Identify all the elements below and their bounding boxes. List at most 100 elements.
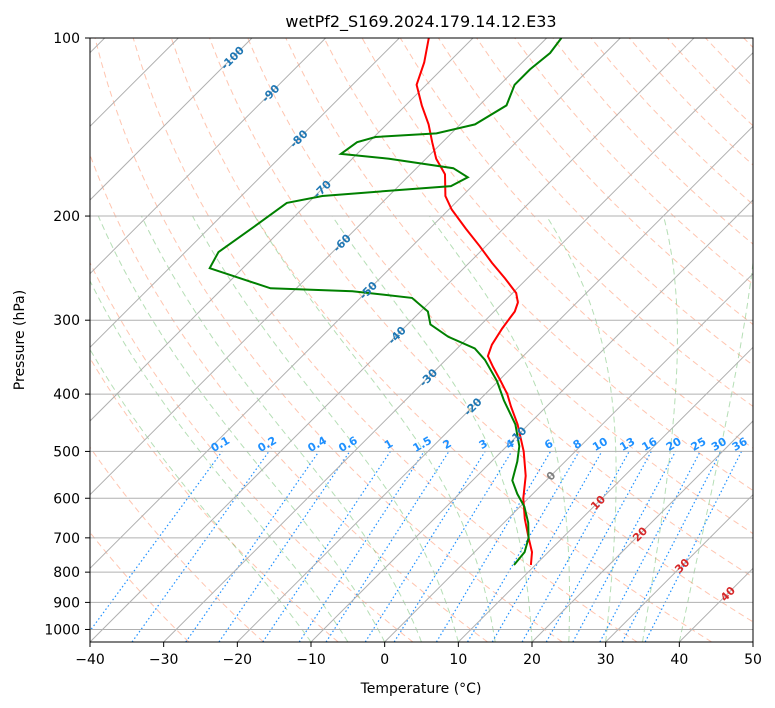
mixing-ratio-line [393, 451, 513, 642]
dry-adiabat [285, 38, 753, 535]
line-labels: 0.1 0.2 0.4 0.6 1 1.5 2 3 4 6 8 10 13 16 20 25 30 36-100-… [209, 44, 750, 605]
y-tick-label: 900 [53, 595, 80, 611]
isotherm-line [310, 199, 753, 642]
moist-adiabat [192, 215, 459, 642]
moist-adiabat [546, 215, 617, 642]
x-axis-label: Temperature (°C) [360, 681, 482, 697]
dry-adiabat [90, 153, 488, 642]
isotherm-line [678, 567, 753, 642]
y-tick-label: 300 [53, 313, 80, 329]
x-tick-label: 0 [380, 652, 389, 668]
isotherm-line [90, 38, 548, 496]
mixing-ratio-line [572, 451, 677, 642]
x-tick-label: 20 [523, 652, 541, 668]
mixing-ratio-line [262, 451, 391, 642]
y-tick-label: 600 [53, 491, 80, 507]
mixing-ratio-label: 2 [441, 437, 454, 452]
moist-adiabats [90, 215, 753, 642]
moist-adiabat [429, 215, 570, 642]
mixing-ratio-lines [90, 451, 743, 642]
mixing-ratio-line [90, 451, 223, 632]
mixing-ratio-line [491, 451, 603, 642]
isotherm-line [457, 346, 753, 642]
plot-area [90, 38, 753, 642]
mixing-ratio-line [545, 451, 652, 642]
dry-adiabat [437, 38, 753, 366]
isotherm-line [90, 38, 400, 349]
mixing-ratio-label: 6 [542, 437, 555, 452]
dry-adiabat [667, 38, 753, 127]
moist-adiabat [642, 215, 678, 642]
dry-adiabat [705, 38, 753, 88]
isotherm-line [752, 641, 753, 642]
isotherm-line [163, 51, 753, 642]
mixing-ratio-line [298, 451, 425, 642]
x-tick-label: 50 [744, 652, 762, 668]
dry-adiabat [323, 38, 753, 492]
y-tick-label: 500 [53, 444, 80, 460]
dry-adiabat [514, 38, 753, 285]
y-tick-label: 100 [53, 31, 80, 47]
mixing-ratio-line [325, 451, 450, 642]
mixing-ratio-line [466, 451, 580, 642]
dry-adiabat [247, 38, 753, 578]
x-tick-label: −20 [223, 652, 253, 668]
mixing-ratio-line [218, 451, 351, 642]
profile-series [208, 38, 563, 566]
dry-adiabats [90, 38, 753, 642]
y-tick-label: 700 [53, 531, 80, 547]
moist-adiabat [331, 215, 533, 642]
profile-line-0 [415, 38, 534, 566]
moist-adiabat [678, 259, 753, 642]
x-tick-label: −30 [149, 652, 179, 668]
mixing-ratio-line [364, 451, 486, 642]
isotherm-line [90, 38, 695, 642]
y-tick-label: 400 [53, 387, 80, 403]
y-axis: 100 200 300 400 500 600 700 800 900 1000 [44, 31, 90, 638]
isotherm-label: -90 [259, 82, 282, 105]
isotherm-line [90, 38, 327, 275]
isotherm-line [236, 125, 753, 642]
dry-adiabat [94, 38, 563, 642]
y-tick-label: 800 [53, 565, 80, 581]
x-tick-label: 40 [670, 652, 688, 668]
isotherm-line [531, 420, 753, 642]
mixing-ratio-line [599, 451, 701, 642]
moist-adiabat [140, 215, 422, 642]
profile-line-1 [208, 38, 563, 566]
x-axis: −40 −30 −20 −10 0 10 20 30 40 50 [75, 642, 762, 668]
isotherm-label: -80 [287, 127, 310, 150]
chart-title: wetPf2_S169.2024.179.14.12.E33 [285, 12, 556, 32]
isotherm-line [90, 38, 253, 201]
dry-adiabat [90, 357, 339, 642]
x-tick-label: −10 [296, 652, 326, 668]
dry-adiabat [552, 38, 753, 245]
isotherm-label: 0 [544, 469, 559, 484]
mixing-ratio-line [435, 451, 552, 642]
dry-adiabat [743, 38, 753, 49]
x-tick-label: 10 [449, 652, 467, 668]
grid-lines [90, 38, 753, 630]
moist-adiabat [97, 215, 386, 642]
x-tick-label: −40 [75, 652, 105, 668]
mixing-ratio-line [521, 451, 630, 642]
dry-adiabat [90, 446, 264, 642]
y-tick-label: 1000 [44, 622, 80, 638]
mixing-ratio-line [131, 451, 270, 642]
dry-adiabat [90, 261, 414, 642]
dry-adiabat [90, 531, 190, 642]
dry-adiabat [209, 38, 753, 623]
mixing-ratio-line [185, 451, 320, 642]
dry-adiabat [590, 38, 753, 206]
moist-adiabat [90, 348, 312, 642]
isotherm-line [384, 272, 753, 642]
y-axis-label: Pressure (hPa) [12, 290, 28, 390]
dry-adiabat [170, 38, 712, 642]
plot-frame [89, 37, 754, 643]
isotherm-label: -100 [218, 44, 247, 73]
dry-adiabat [476, 38, 753, 326]
isotherm-line [605, 493, 753, 642]
x-tick-label: 30 [597, 652, 615, 668]
y-tick-label: 200 [53, 209, 80, 225]
